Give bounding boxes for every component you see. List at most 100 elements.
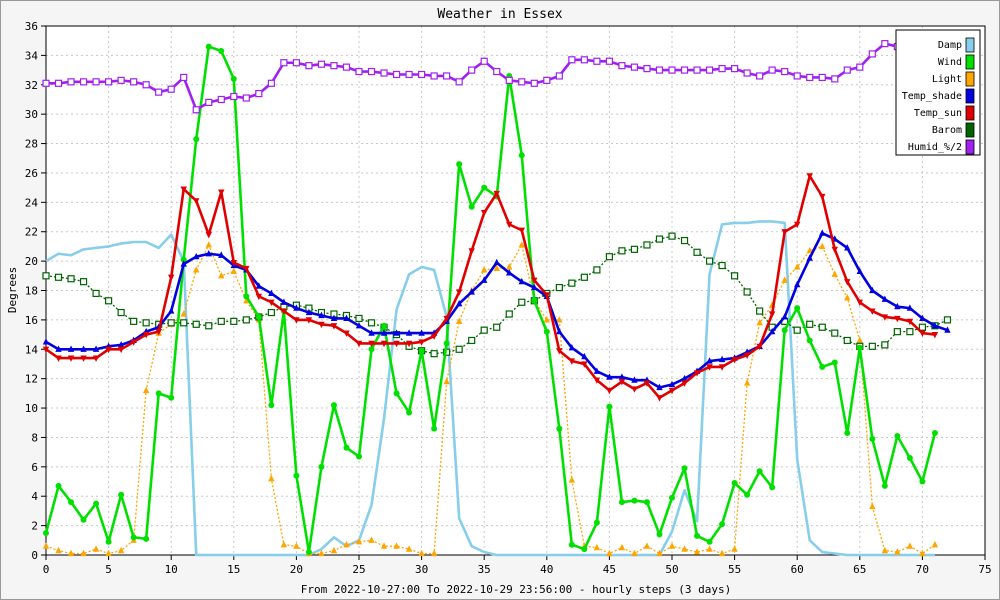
y-tick-label: 20 [25,255,38,268]
legend-label-temp-sun: Temp_sun [914,108,962,119]
legend-swatch-barom [965,122,975,138]
data-point-temp-sun [380,340,388,348]
data-point-barom [743,288,751,296]
data-point-wind [130,534,137,541]
data-point-wind [431,425,438,432]
data-point-temp-shade [681,374,688,382]
data-point-wind [456,161,463,168]
data-point-humid-2 [793,72,801,80]
data-point-temp-sun [481,210,488,217]
data-point-temp-shade [92,345,100,352]
data-point-wind [706,538,713,545]
data-point-barom [430,350,438,358]
data-point-temp-shade [380,329,388,336]
data-point-temp-sun [794,221,801,229]
data-point-light [543,316,550,323]
data-point-light [618,543,626,551]
x-tick-label: 40 [540,563,553,576]
data-point-temp-sun [919,330,926,337]
data-point-temp-sun [844,279,851,286]
data-point-temp-sun [931,331,939,339]
series-temp-sun [42,173,939,402]
data-point-barom [655,235,664,243]
data-point-temp-sun [305,317,313,324]
data-point-light [205,241,212,248]
data-point-humid-2 [455,78,463,86]
data-point-temp-shade [944,326,951,333]
data-point-wind [105,538,112,545]
data-point-barom [806,320,814,328]
data-point-light [380,542,388,549]
data-point-light [405,545,413,552]
data-point-temp-sun [831,246,838,254]
data-point-humid-2 [317,60,326,68]
data-point-humid-2 [668,66,676,74]
data-point-temp-shade [305,308,313,316]
data-point-temp-sun [869,308,876,315]
x-tick-label: 0 [43,563,50,576]
data-point-humid-2 [230,92,238,101]
data-point-temp-shade [606,373,613,380]
data-point-wind [894,432,901,439]
data-point-wind [468,203,475,210]
data-point-wind [581,546,588,553]
data-point-temp-sun [318,321,325,329]
data-point-wind [193,136,200,143]
data-point-temp-sun [268,299,275,307]
data-point-light [668,542,676,549]
data-point-light [280,540,288,548]
data-point-humid-2 [392,70,401,79]
data-point-wind [268,402,275,409]
data-point-humid-2 [255,89,263,98]
data-point-wind [418,347,425,354]
data-point-wind [744,491,751,498]
data-point-temp-sun [743,352,751,359]
legend-swatch-wind [965,54,975,70]
data-point-temp-shade [768,327,776,335]
data-point-humid-2 [768,66,776,74]
data-point-barom [180,319,188,327]
data-point-barom [117,308,125,317]
data-point-wind [919,478,926,485]
legend-swatch-temp-sun [965,105,975,121]
data-point-wind [831,359,838,366]
data-point-light [355,537,363,545]
data-point-wind [168,394,175,401]
data-point-light [481,266,488,273]
data-point-light [430,549,438,557]
data-point-light [631,549,638,557]
data-point-humid-2 [781,67,789,76]
data-point-light [856,336,863,344]
data-point-barom [718,261,726,270]
data-point-barom [730,272,739,280]
series-humid-2 [42,40,939,114]
data-point-light [693,548,701,555]
data-point-temp-sun [418,339,425,346]
data-point-wind [356,453,362,460]
data-point-temp-shade [280,298,288,305]
data-point-barom [142,319,150,327]
data-point-barom [818,323,826,331]
data-point-humid-2 [267,79,275,87]
data-point-temp-shade [506,269,513,276]
data-point-barom [793,326,801,334]
data-point-wind [93,500,100,507]
data-point-temp-shade [493,258,500,266]
chart-title: Weather in Essex [437,7,562,22]
data-point-temp-sun [631,386,638,393]
data-point-barom [167,319,175,327]
data-point-humid-2 [518,78,526,86]
data-point-wind [731,479,738,486]
legend-label-barom: Barom [932,125,962,136]
data-point-wind [318,463,325,470]
data-point-light [67,549,75,557]
data-point-barom [831,329,839,337]
y-tick-label: 2 [31,520,38,533]
data-point-barom [130,317,138,325]
data-point-barom [468,336,476,345]
data-point-light [55,546,62,554]
legend-label-light: Light [932,74,962,85]
data-point-temp-sun [293,317,300,324]
data-point-humid-2 [618,62,626,70]
